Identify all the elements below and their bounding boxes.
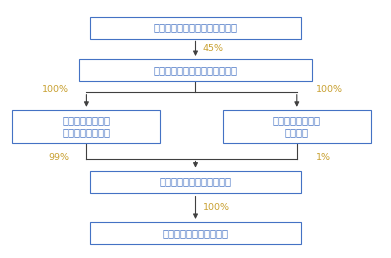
Text: 上海即富信息技术服务有限公司: 上海即富信息技术服务有限公司 — [154, 65, 237, 75]
FancyBboxPatch shape — [79, 59, 312, 81]
FancyBboxPatch shape — [223, 110, 371, 143]
Text: 上海闪购信息技术
有限公司: 上海闪购信息技术 有限公司 — [273, 115, 321, 138]
Text: 奇鑫（上海）金融
信息服务有限公司: 奇鑫（上海）金融 信息服务有限公司 — [63, 115, 110, 138]
FancyBboxPatch shape — [90, 222, 301, 244]
Text: 100%: 100% — [203, 203, 230, 212]
FancyBboxPatch shape — [13, 110, 160, 143]
Text: 1%: 1% — [316, 153, 331, 162]
Text: 深圳亚联发展科技股份有限公司: 深圳亚联发展科技股份有限公司 — [154, 23, 237, 33]
Text: 45%: 45% — [203, 44, 224, 53]
Text: 上海富汇信息科技有限公司: 上海富汇信息科技有限公司 — [160, 177, 231, 187]
Text: 100%: 100% — [316, 85, 343, 94]
FancyBboxPatch shape — [90, 171, 301, 192]
Text: 99%: 99% — [48, 153, 69, 162]
Text: 100%: 100% — [42, 85, 69, 94]
FancyBboxPatch shape — [90, 17, 301, 38]
Text: 开店宝支付服务有限公司: 开店宝支付服务有限公司 — [163, 228, 228, 238]
